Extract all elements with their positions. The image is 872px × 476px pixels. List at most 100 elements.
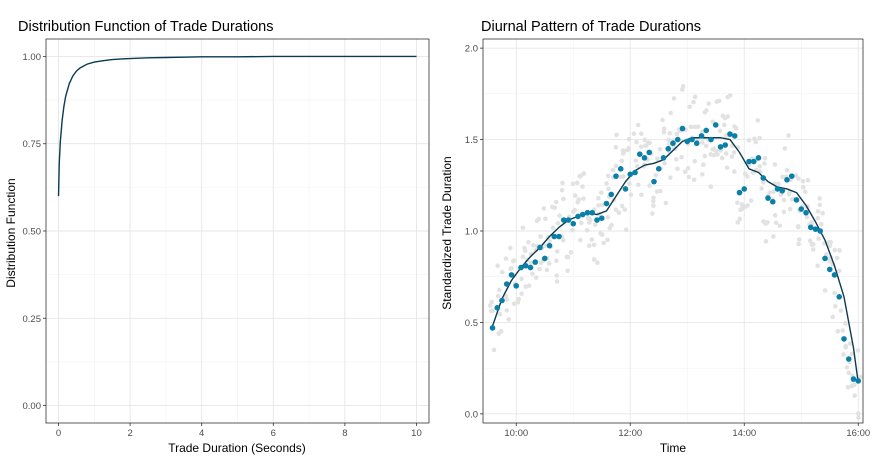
mean-point bbox=[798, 206, 805, 212]
cdf-y-axis-title: Distribution Function bbox=[4, 178, 18, 287]
raw-point bbox=[575, 199, 581, 205]
raw-point bbox=[621, 173, 626, 179]
raw-point bbox=[666, 137, 671, 143]
mean-point bbox=[746, 158, 752, 165]
raw-point bbox=[634, 139, 639, 145]
raw-point bbox=[599, 190, 604, 195]
raw-point bbox=[801, 184, 806, 190]
mean-point bbox=[788, 173, 795, 179]
diurnal-x-tick-label: 14:00 bbox=[732, 428, 756, 439]
raw-point bbox=[700, 140, 705, 145]
mean-point bbox=[684, 138, 691, 145]
raw-point bbox=[796, 237, 802, 242]
raw-point bbox=[491, 347, 497, 353]
raw-point bbox=[596, 195, 601, 201]
raw-point bbox=[828, 239, 834, 245]
raw-point bbox=[495, 263, 500, 269]
mean-point bbox=[774, 186, 781, 192]
raw-point bbox=[727, 93, 733, 98]
mean-point bbox=[636, 151, 643, 157]
raw-point bbox=[653, 172, 659, 178]
cdf-x-axis-title: Trade Duration (Seconds) bbox=[168, 441, 306, 455]
raw-point bbox=[489, 299, 494, 305]
raw-point bbox=[528, 260, 534, 266]
mean-point bbox=[565, 217, 572, 223]
mean-point bbox=[551, 233, 558, 240]
mean-point bbox=[750, 158, 757, 165]
raw-point bbox=[560, 180, 565, 186]
mean-point bbox=[518, 264, 524, 271]
raw-point bbox=[657, 147, 663, 152]
raw-point bbox=[606, 186, 611, 192]
raw-point bbox=[568, 250, 574, 255]
cdf-panel: Distribution Function of Trade Durations… bbox=[4, 19, 430, 455]
raw-point bbox=[619, 158, 625, 164]
diurnal-y-tick-label: 1.5 bbox=[465, 135, 478, 146]
raw-point bbox=[711, 152, 717, 158]
raw-point bbox=[837, 248, 842, 253]
raw-point bbox=[827, 258, 833, 264]
raw-point bbox=[695, 124, 701, 129]
raw-point bbox=[757, 164, 763, 169]
raw-point bbox=[701, 162, 706, 168]
mean-point bbox=[570, 220, 577, 227]
raw-point bbox=[780, 174, 785, 180]
raw-point bbox=[668, 175, 673, 180]
mean-point bbox=[655, 166, 662, 172]
mean-point bbox=[594, 217, 600, 223]
raw-point bbox=[717, 128, 723, 134]
mean-point bbox=[641, 155, 648, 161]
mean-point bbox=[651, 178, 657, 185]
raw-point bbox=[787, 206, 793, 212]
raw-point bbox=[631, 131, 637, 137]
mean-point bbox=[622, 186, 629, 192]
mean-point bbox=[712, 122, 719, 128]
raw-point bbox=[526, 239, 531, 245]
mean-point bbox=[727, 131, 733, 137]
cdf-y-tick-label: 0.50 bbox=[23, 227, 42, 238]
raw-point bbox=[509, 266, 514, 271]
raw-point bbox=[770, 189, 776, 195]
diurnal-x-tick-label: 16:00 bbox=[846, 428, 870, 439]
cdf-x-tick-label: 4 bbox=[199, 428, 204, 439]
raw-point bbox=[580, 184, 585, 189]
mean-point bbox=[527, 264, 534, 271]
mean-point bbox=[627, 171, 634, 178]
raw-point bbox=[691, 99, 696, 105]
raw-point bbox=[651, 195, 656, 201]
raw-point bbox=[638, 131, 644, 137]
raw-point bbox=[784, 168, 790, 173]
raw-point bbox=[817, 202, 823, 208]
raw-point bbox=[507, 245, 513, 251]
raw-point bbox=[846, 370, 852, 376]
raw-point bbox=[570, 227, 575, 233]
raw-point bbox=[504, 308, 510, 313]
raw-point bbox=[663, 200, 669, 206]
raw-point bbox=[658, 188, 663, 194]
raw-point bbox=[855, 411, 861, 416]
raw-point bbox=[838, 308, 844, 313]
raw-point bbox=[781, 197, 787, 203]
raw-point bbox=[807, 238, 813, 244]
mean-point bbox=[826, 266, 833, 273]
raw-point bbox=[793, 173, 799, 178]
raw-point bbox=[503, 256, 509, 261]
raw-point bbox=[841, 352, 846, 357]
raw-point bbox=[622, 207, 628, 212]
raw-point bbox=[584, 227, 590, 233]
raw-point bbox=[699, 129, 705, 134]
raw-point bbox=[591, 257, 597, 262]
mean-point bbox=[803, 209, 809, 216]
raw-point bbox=[522, 248, 528, 254]
mean-point bbox=[793, 197, 800, 203]
raw-point bbox=[592, 222, 598, 227]
raw-point bbox=[554, 249, 560, 254]
raw-point bbox=[504, 297, 510, 302]
raw-point bbox=[578, 173, 584, 179]
raw-point bbox=[604, 181, 609, 186]
raw-point bbox=[553, 199, 559, 205]
raw-point bbox=[832, 304, 838, 309]
raw-point bbox=[647, 140, 653, 146]
raw-point bbox=[795, 224, 801, 230]
raw-point bbox=[735, 200, 740, 206]
